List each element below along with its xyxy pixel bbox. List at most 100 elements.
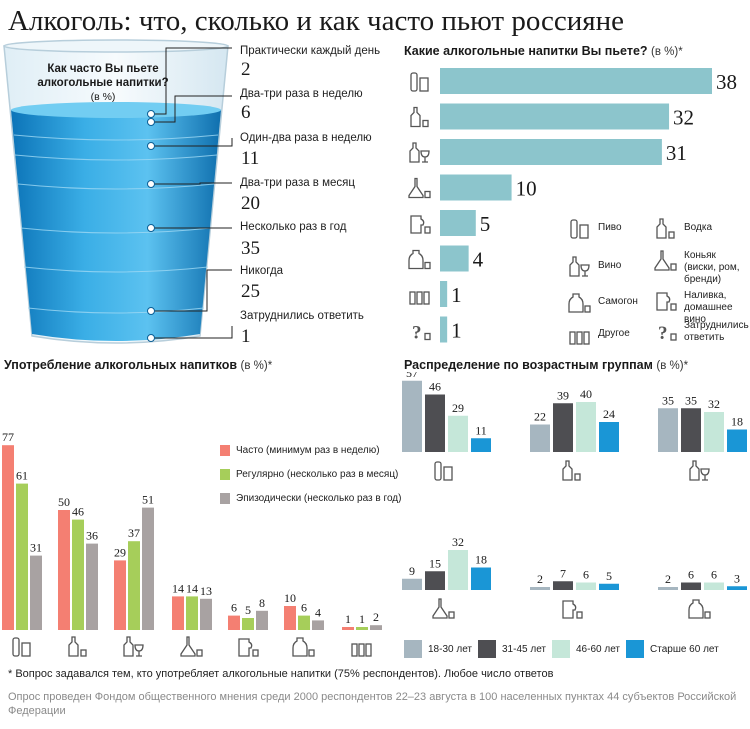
usage-bar-6-1	[356, 627, 368, 630]
cognac-icon	[654, 250, 677, 271]
vodka-icon	[562, 460, 581, 481]
usage-legend-regular-swatch	[220, 469, 230, 480]
drink-legend-beer-label: Пиво	[598, 222, 622, 233]
age-legend-60plus-label: Старше 60 лет	[650, 644, 719, 655]
age-bar-value-5-2: 6	[711, 568, 717, 582]
drink-bar-0	[440, 68, 712, 94]
usage-bar-value-6-2: 2	[373, 610, 379, 624]
age-bar-value-2-1: 35	[685, 393, 697, 407]
freq-label-daily: Практически каждый день	[240, 45, 381, 57]
frequency-markers	[147, 110, 155, 342]
glass-question-unit: (в %)	[90, 91, 116, 103]
usage-bar-3-2	[200, 598, 212, 630]
age-bar-4-2	[576, 582, 596, 590]
drink-legend-vodka: Водка	[654, 218, 712, 245]
usage-bar-4-0	[228, 615, 240, 630]
usage-legend-regular-label: Регулярно (несколько раз в месяц)	[236, 469, 399, 480]
drink-bar-2	[440, 139, 662, 165]
age-bar-value-4-1: 7	[560, 566, 566, 580]
age-legend-18-30-label: 18-30 лет	[428, 644, 472, 655]
glass-question-line2: алкогольные напитки?	[37, 77, 169, 89]
age-bar-value-1-3: 24	[603, 407, 615, 421]
drink-bar-6	[440, 281, 448, 307]
usage-bar-value-5-0: 10	[284, 591, 296, 605]
moonshine-icon	[688, 599, 711, 619]
liqueur-icon	[410, 215, 431, 234]
usage-bar-3-0	[172, 596, 184, 630]
age-bar-value-0-3: 11	[475, 423, 487, 437]
beer-icon	[434, 461, 453, 481]
age-bar-value-2-0: 35	[662, 393, 674, 407]
wine-icon	[689, 460, 710, 481]
usage-bar-value-2-1: 37	[128, 526, 140, 540]
usage-bar-value-0-0: 77	[2, 430, 14, 444]
usage-bar-0-1	[16, 483, 28, 630]
age-bar-3-0	[402, 578, 422, 590]
age-legend: 18-30 лет 31-45 лет 46-60 лет Старше 60 …	[404, 640, 750, 662]
age-bar-2-1	[681, 408, 701, 452]
age-bar-value-3-0: 9	[409, 564, 415, 578]
water-surface	[11, 102, 221, 118]
usage-bar-4-2	[256, 610, 268, 630]
freq-value-1-2-week: 11	[241, 148, 260, 169]
age-bar-4-3	[599, 583, 619, 590]
age-bar-value-4-0: 2	[537, 572, 543, 586]
unsure-icon: ?	[412, 323, 431, 344]
age-bar-value-2-3: 18	[731, 415, 743, 429]
age-bar-1-0	[530, 424, 550, 452]
age-bar-3-3	[471, 567, 491, 590]
age-bar-value-3-1: 15	[429, 556, 441, 570]
drink-legend-wine-label: Вино	[598, 260, 622, 271]
usage-bar-3-1	[186, 596, 198, 630]
usage-bar-5-1	[298, 615, 310, 630]
usage-bar-6-2	[370, 625, 382, 630]
freq-label-2-3-week: Два-три раза в неделю	[240, 88, 363, 100]
usage-bar-6-0	[342, 627, 354, 630]
usage-bar-2-1	[128, 541, 140, 630]
other-icon	[351, 643, 372, 657]
vodka-icon	[68, 636, 87, 657]
drink-legend-unsure: ? Затруднились ответить	[654, 320, 749, 347]
usage-bar-value-2-2: 51	[142, 493, 154, 507]
usage-bar-value-6-1: 1	[359, 612, 365, 626]
drink-bar-7	[440, 316, 448, 343]
vodka-icon	[410, 106, 429, 128]
drink-bar-value-1: 32	[673, 106, 694, 130]
age-bar-5-0	[658, 587, 678, 590]
liqueur-icon	[238, 638, 259, 657]
age-section-title-text: Распределение по возрастным группам	[404, 358, 653, 372]
svg-text:?: ?	[412, 323, 422, 344]
usage-bar-2-2	[142, 507, 154, 630]
usage-bar-0-0	[2, 445, 14, 630]
usage-section-title: Употребление алкогольных напитков (в %)*	[4, 358, 272, 372]
page-title: Алкоголь: что, сколько и как часто пьют …	[8, 5, 625, 37]
usage-bar-value-3-1: 14	[186, 581, 198, 595]
other-icon	[409, 291, 430, 305]
age-bar-3-1	[425, 571, 445, 590]
drink-bar-3	[440, 174, 512, 201]
beer-icon	[12, 637, 31, 657]
usage-legend-often-label: Часто (минимум раз в неделю)	[236, 445, 380, 456]
drink-legend-liqueur: Наливка, домашнее вино	[654, 290, 733, 325]
drink-legend-vodka-label: Водка	[684, 222, 713, 233]
freq-label-unsure: Затруднились ответить	[240, 310, 364, 322]
age-bar-value-1-2: 40	[580, 387, 592, 401]
drink-legend: Пиво Водка Вино Коньяк (виски, ром, брен…	[568, 210, 750, 355]
usage-bar-value-0-1: 61	[16, 469, 28, 483]
age-bar-0-2	[448, 415, 468, 452]
age-bar-value-2-2: 32	[708, 397, 720, 411]
usage-bar-value-1-2: 36	[86, 529, 98, 543]
usage-legend-episodic-label: Эпизодически (несколько раз в год)	[236, 493, 402, 504]
age-section-unit: (в %)*	[656, 360, 689, 372]
drink-legend-cognac-label: Коньяк (виски, ром, бренди)	[684, 250, 740, 285]
freq-value-never: 25	[241, 281, 260, 302]
cognac-icon	[180, 636, 203, 657]
drinks-section-title: Какие алкогольные напитки Вы пьете? (в %…	[404, 44, 683, 58]
usage-bar-value-5-2: 4	[315, 605, 321, 619]
age-bar-value-0-0: 57	[406, 372, 418, 380]
age-bar-2-2	[704, 412, 724, 452]
drinks-section-unit: (в %)*	[651, 46, 683, 58]
age-bar-5-2	[704, 582, 724, 590]
age-bar-value-5-3: 3	[734, 571, 740, 585]
drink-bar-value-0: 38	[716, 70, 737, 94]
